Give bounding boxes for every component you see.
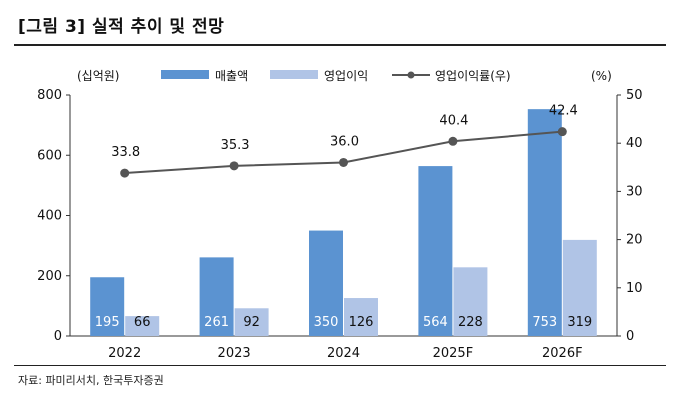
data-label-op-income: 228 (458, 315, 483, 330)
bar-op-income (562, 239, 597, 336)
data-label-revenue: 564 (423, 315, 448, 330)
data-label-revenue: 195 (95, 315, 120, 330)
bar-revenue (309, 230, 343, 336)
data-label-revenue: 350 (314, 315, 339, 330)
y-right-tick-label: 30 (626, 184, 643, 199)
point-op-margin (120, 168, 130, 178)
data-label-op-income: 319 (567, 315, 592, 330)
legend-swatch-revenue (161, 70, 209, 79)
legend-label-revenue: 매출액 (215, 69, 248, 83)
bar-revenue (90, 277, 125, 336)
x-tick-label: 2022 (108, 346, 141, 361)
y-right-tick-label: 20 (626, 233, 643, 248)
data-label-op-income: 126 (349, 315, 374, 330)
footer-divider (14, 365, 666, 366)
y-right-unit-label: (%) (591, 69, 612, 83)
y-right-tick-label: 40 (626, 136, 643, 151)
y-left-unit-label: (십억원) (77, 69, 119, 83)
y-left-tick-label: 400 (37, 209, 62, 224)
bar-op-income (234, 308, 269, 336)
bar-revenue (199, 257, 234, 336)
y-left-tick-label: 200 (37, 269, 62, 284)
point-op-margin (557, 127, 567, 137)
bar-revenue (418, 166, 453, 336)
legend-label-op-income: 영업이익 (324, 69, 368, 83)
point-op-margin (339, 157, 348, 167)
data-label-op-margin: 40.4 (439, 113, 468, 128)
data-label-op-margin: 33.8 (111, 145, 140, 160)
legend-label-op-margin: 영업이익률(우) (435, 69, 511, 83)
x-tick-label: 2025F (433, 346, 474, 361)
data-label-op-income: 92 (243, 315, 260, 330)
point-op-margin (229, 161, 239, 171)
legend-swatch-op-income (270, 70, 318, 79)
bar-op-income (453, 267, 488, 336)
y-left-tick-label: 800 (37, 88, 62, 103)
point-op-margin (448, 136, 458, 146)
y-left-tick-label: 0 (54, 329, 62, 344)
data-label-op-margin: 35.3 (221, 138, 250, 153)
data-label-op-margin: 42.4 (549, 104, 578, 119)
x-tick-label: 2026F (542, 346, 583, 361)
x-tick-label: 2023 (218, 346, 251, 361)
y-right-tick-label: 0 (626, 329, 634, 344)
bar-op-income (344, 298, 378, 336)
x-tick-label: 2024 (327, 346, 360, 361)
y-left-tick-label: 600 (37, 148, 62, 163)
y-right-tick-label: 10 (626, 281, 643, 296)
figure-title: [그림 3] 실적 추이 및 전망 (18, 17, 225, 37)
source-note: 자료: 파미리서치, 한국투자증권 (18, 374, 164, 387)
data-label-revenue: 753 (532, 315, 557, 330)
y-right-tick-label: 50 (626, 88, 643, 103)
bar-revenue (527, 109, 562, 336)
legend-marker-op-margin (407, 71, 415, 79)
data-label-op-income: 66 (134, 315, 151, 330)
bar-op-income (125, 316, 160, 336)
data-label-revenue: 261 (204, 315, 229, 330)
title-divider (14, 44, 666, 46)
data-label-op-margin: 36.0 (330, 134, 359, 149)
